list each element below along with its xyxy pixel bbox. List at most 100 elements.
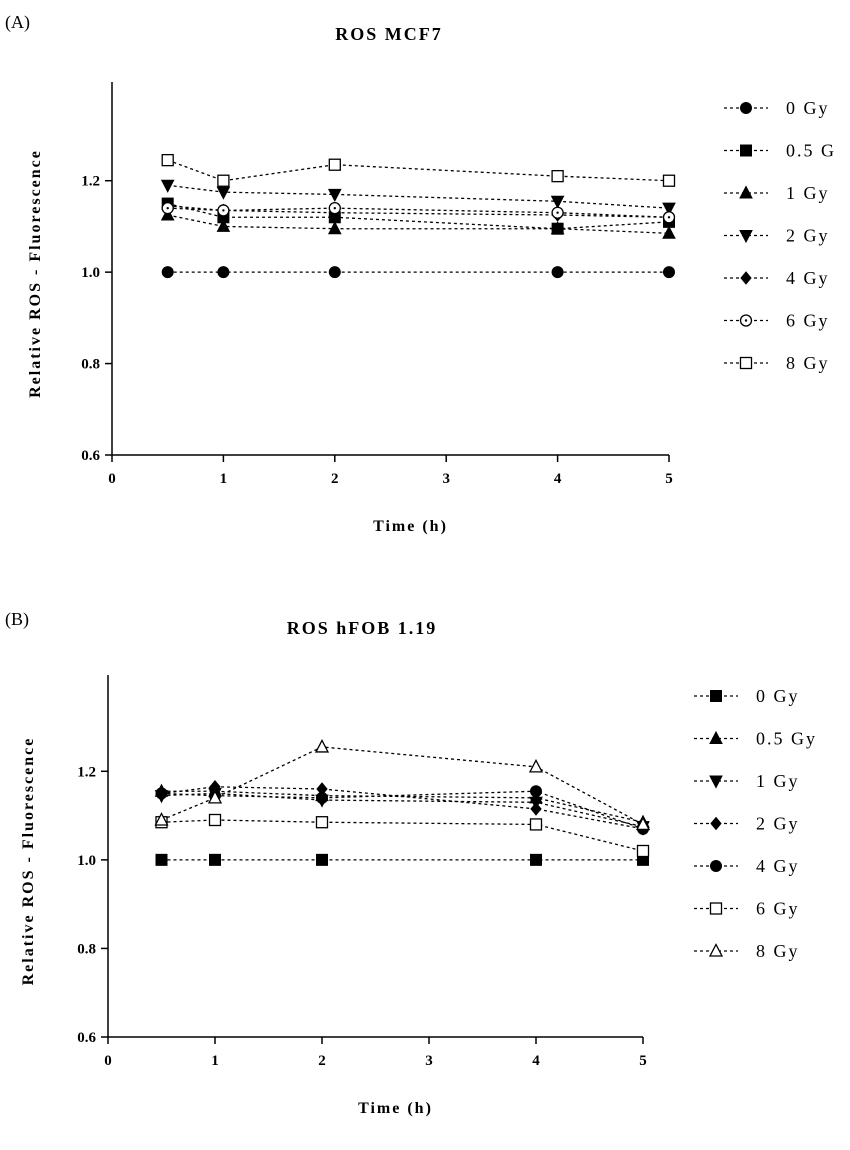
- panel-label: (A): [5, 12, 30, 33]
- x-tick-label: 3: [425, 1053, 433, 1069]
- data-point: [155, 853, 168, 866]
- series-4-gy: [155, 785, 649, 835]
- legend-marker: [709, 730, 723, 744]
- legend-entry: 0 Gy: [724, 98, 830, 118]
- legend-marker: [710, 690, 722, 702]
- data-point: [662, 202, 676, 216]
- series-line: [161, 819, 644, 852]
- legend-label: 1 Gy: [786, 183, 830, 203]
- data-point-dot: [556, 211, 559, 214]
- legend-marker-dot: [744, 319, 748, 322]
- y-tick-label: 0.6: [77, 1030, 96, 1046]
- data-point: [316, 791, 328, 804]
- series-line: [161, 746, 644, 826]
- x-tick-label: 0: [108, 471, 116, 487]
- data-point: [528, 758, 544, 773]
- legend-marker: [709, 775, 723, 789]
- series-8-gy: [161, 153, 676, 187]
- y-axis-label: Relative ROS - Fluorescence: [27, 149, 44, 398]
- x-tick-label: 0: [104, 1053, 112, 1069]
- series-0-gy: [161, 266, 675, 279]
- legend-label: 6 Gy: [786, 311, 830, 331]
- series-line: [167, 207, 670, 218]
- legend-label: 4 Gy: [786, 268, 830, 288]
- legend-marker: [739, 185, 753, 199]
- data-point: [207, 789, 223, 804]
- x-tick-label: 1: [220, 471, 228, 487]
- legend-entry: 0 Gy: [694, 686, 800, 706]
- series-2-gy: [160, 179, 676, 216]
- y-tick-label: 1.0: [77, 853, 96, 869]
- legend-entry: 8 Gy: [694, 941, 798, 961]
- data-point-dot: [166, 206, 169, 210]
- data-point: [663, 266, 675, 279]
- series-line: [167, 214, 670, 234]
- data-point: [530, 802, 542, 816]
- series-6-gy: [161, 201, 676, 224]
- legend-marker: [710, 816, 722, 831]
- chart-a: (A) ROS MCF7 0 1 2 3 4 5 0.6 0.8 1.0 1.2 Time (h) Rel…: [5, 12, 834, 535]
- x-axis-label: Time (h): [358, 1100, 433, 1117]
- series-line: [161, 792, 644, 828]
- data-point: [636, 844, 650, 858]
- data-point: [550, 195, 565, 209]
- chart-title: ROS hFOB 1.19: [287, 618, 438, 638]
- legend-label: 1 Gy: [756, 771, 800, 791]
- x-tick-label: 4: [532, 1053, 540, 1069]
- data-point: [208, 813, 222, 827]
- data-point: [316, 853, 328, 866]
- legend-entry: 2 Gy: [694, 814, 798, 834]
- data-point: [216, 218, 231, 232]
- series-6-gy: [155, 813, 650, 858]
- data-point: [155, 787, 168, 800]
- legend-entry: 1 Gy: [724, 183, 830, 203]
- legend-entry: 0.5 Gy: [694, 729, 815, 749]
- data-point: [662, 225, 676, 239]
- legend-entry: 6 Gy: [724, 311, 830, 331]
- data-point: [551, 169, 564, 183]
- x-axis-label: Time (h): [373, 518, 448, 535]
- x-ticks: 0 1 2 3 4 5: [104, 1037, 647, 1069]
- y-tick-label: 1.2: [81, 174, 100, 190]
- legend-label: 2 Gy: [786, 226, 830, 246]
- legend-marker: [739, 356, 753, 370]
- y-tick-label: 1.2: [77, 764, 96, 780]
- y-axis-label: Relative ROS - Fluorescence: [20, 737, 37, 986]
- data-point: [209, 853, 221, 866]
- x-tick-label: 3: [442, 471, 450, 487]
- series-line: [167, 159, 670, 182]
- series-0-gy: [155, 853, 649, 866]
- data-point: [328, 158, 341, 171]
- data-point: [530, 785, 542, 798]
- legend-entry: 6 Gy: [694, 899, 798, 919]
- y-tick-label: 1.0: [81, 265, 100, 281]
- legend-marker: [740, 144, 752, 157]
- legend-label: 4 Gy: [756, 856, 800, 876]
- data-point-dot: [333, 206, 336, 210]
- legend-label: 0 Gy: [756, 686, 800, 706]
- legend-label: 0 Gy: [786, 98, 830, 118]
- data-point: [160, 179, 175, 193]
- data-point-dot: [222, 209, 225, 212]
- series-0-5-g: [161, 197, 675, 235]
- y-tick-label: 0.6: [81, 448, 100, 464]
- panel-label: (B): [5, 609, 29, 630]
- data-point: [328, 266, 341, 279]
- x-tick-label: 1: [211, 1053, 219, 1069]
- data-point: [529, 818, 543, 831]
- legend-marker: [708, 943, 724, 957]
- y-tick-label: 0.8: [77, 941, 96, 957]
- data-point: [551, 266, 564, 279]
- data-point: [550, 221, 565, 235]
- legend-entry: 2 Gy: [724, 226, 830, 246]
- x-tick-label: 2: [318, 1053, 326, 1069]
- legend-entry: 0.5 G: [724, 141, 834, 161]
- y-tick-label: 0.8: [81, 357, 100, 373]
- x-tick-label: 5: [665, 471, 673, 487]
- data-point: [327, 221, 342, 235]
- legend-entry: 4 Gy: [694, 856, 800, 876]
- x-tick-label: 2: [331, 471, 339, 487]
- series-4-gy: [162, 199, 675, 225]
- legend-entry: 1 Gy: [694, 771, 800, 791]
